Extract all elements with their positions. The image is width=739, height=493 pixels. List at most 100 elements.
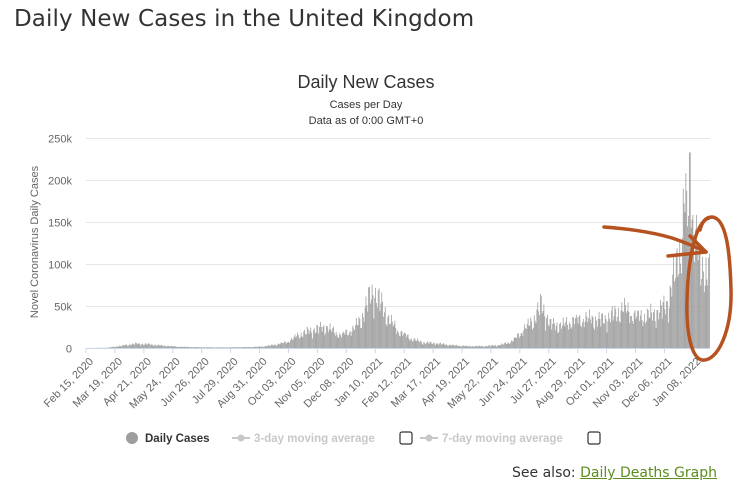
- daily-case-bar: [608, 312, 610, 348]
- daily-case-bar: [581, 327, 582, 348]
- daily-case-bar: [301, 336, 303, 348]
- daily-case-bar: [332, 328, 334, 348]
- daily-case-bar: [126, 344, 128, 348]
- daily-case-bar: [532, 327, 534, 348]
- daily-case-bar: [272, 345, 274, 348]
- daily-case-bar: [369, 303, 371, 348]
- daily-case-bar: [428, 344, 430, 348]
- daily-case-bar: [707, 285, 709, 348]
- daily-deaths-graph-link[interactable]: Daily Deaths Graph: [580, 465, 717, 481]
- daily-case-bar: [677, 276, 679, 348]
- y-tick-label: 0: [66, 344, 72, 356]
- daily-case-bar: [203, 347, 205, 348]
- daily-case-bar: [223, 347, 225, 348]
- daily-case-bar: [669, 285, 671, 348]
- daily-case-bar: [600, 326, 602, 348]
- daily-case-bar: [120, 346, 121, 348]
- daily-case-bar: [457, 346, 459, 348]
- daily-case-bar: [706, 279, 708, 348]
- daily-case-bar: [537, 302, 539, 348]
- daily-case-bar: [221, 347, 223, 348]
- daily-case-bar: [463, 346, 465, 348]
- daily-case-bar: [618, 321, 620, 348]
- daily-case-bar: [199, 347, 201, 348]
- daily-case-bar: [461, 346, 462, 348]
- legend-item-daily-cases[interactable]: Daily Cases: [145, 433, 210, 445]
- daily-case-bar: [355, 318, 357, 348]
- daily-case-bar: [632, 320, 633, 348]
- daily-case-bar: [503, 344, 504, 348]
- daily-case-bar: [565, 321, 567, 348]
- daily-case-bar: [255, 346, 256, 348]
- daily-case-bar: [184, 346, 185, 348]
- checkbox-3day-average[interactable]: [399, 431, 413, 445]
- daily-case-bar: [508, 343, 510, 348]
- daily-case-bar: [498, 345, 500, 348]
- daily-case-bar: [582, 322, 583, 348]
- daily-case-bar: [527, 318, 529, 348]
- daily-case-bar: [359, 318, 361, 348]
- daily-case-bar: [326, 325, 327, 348]
- daily-case-bar: [220, 347, 221, 348]
- daily-case-bar: [387, 316, 389, 348]
- daily-case-bar: [393, 324, 395, 348]
- daily-case-bar: [397, 330, 398, 348]
- daily-case-bar: [695, 229, 696, 348]
- legend-marker-7day: [425, 434, 433, 442]
- daily-case-bar: [349, 331, 351, 348]
- checkbox-7day-average[interactable]: [587, 431, 601, 445]
- daily-case-bar: [570, 328, 572, 348]
- chart-title: Daily New Cases: [297, 72, 434, 92]
- daily-case-bar: [410, 339, 412, 348]
- legend: Daily Cases 3-day moving average 7-day mov…: [126, 431, 601, 445]
- daily-case-bar: [603, 323, 605, 348]
- daily-case-bar: [174, 346, 176, 348]
- daily-case-bar: [260, 346, 262, 348]
- daily-case-bar: [529, 325, 531, 348]
- daily-case-bar: [694, 262, 696, 348]
- daily-case-bar: [216, 347, 218, 348]
- daily-case-bar: [432, 343, 433, 348]
- daily-case-bar: [448, 345, 450, 348]
- daily-case-bar: [454, 345, 455, 348]
- daily-case-bar: [242, 347, 243, 348]
- daily-case-bar: [646, 308, 648, 348]
- legend-item-3day-average[interactable]: 3-day moving average: [254, 433, 375, 445]
- daily-case-bar: [551, 329, 553, 348]
- daily-case-bar: [337, 338, 339, 348]
- daily-case-bar: [562, 317, 564, 348]
- daily-case-bar: [241, 347, 242, 348]
- daily-case-bar: [507, 342, 509, 348]
- daily-case-bar: [681, 237, 683, 348]
- daily-case-bar: [310, 327, 312, 348]
- daily-case-bar: [430, 341, 432, 348]
- daily-case-bar: [589, 309, 590, 348]
- daily-case-bar: [190, 346, 192, 348]
- daily-case-bar: [596, 320, 597, 348]
- daily-case-bar: [280, 342, 282, 348]
- daily-case-bar: [462, 345, 464, 348]
- daily-case-bar: [245, 346, 247, 348]
- daily-case-bar: [269, 345, 270, 348]
- daily-case-bar: [186, 346, 188, 348]
- daily-case-bar: [434, 345, 436, 348]
- daily-case-bar: [666, 301, 667, 348]
- daily-case-bar: [302, 337, 304, 348]
- daily-case-bar: [582, 318, 584, 348]
- daily-case-bar: [138, 343, 140, 348]
- daily-case-bar: [204, 347, 206, 348]
- daily-case-bar: [655, 327, 657, 348]
- daily-case-bar: [433, 342, 434, 348]
- daily-case-bar: [611, 306, 613, 348]
- daily-case-bar: [526, 324, 528, 348]
- daily-case-bar: [296, 336, 298, 348]
- daily-case-bar: [676, 248, 678, 348]
- daily-case-bar: [697, 260, 699, 348]
- daily-case-bar: [271, 344, 273, 348]
- daily-case-bar: [195, 347, 197, 348]
- daily-case-bar: [664, 309, 666, 348]
- daily-case-bar: [156, 345, 157, 348]
- daily-case-bar: [589, 319, 591, 348]
- daily-case-bar: [165, 346, 167, 348]
- legend-item-7day-average[interactable]: 7-day moving average: [442, 433, 563, 445]
